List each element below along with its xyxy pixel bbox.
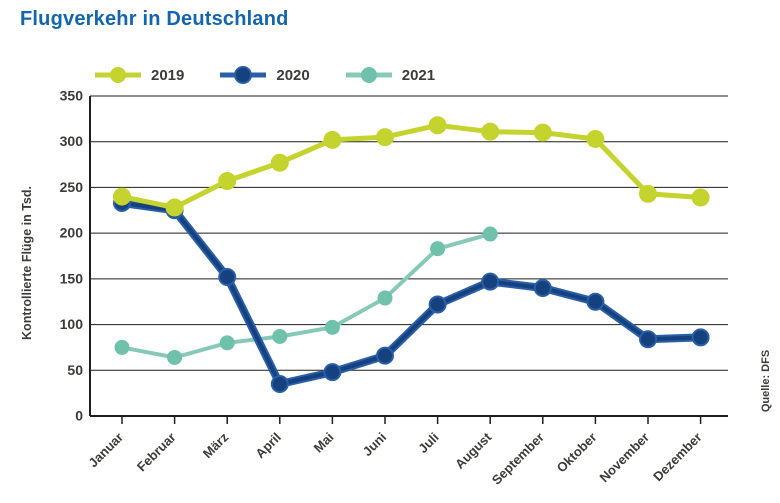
series-line-2019 — [119, 122, 704, 210]
y-tick-label: 300 — [60, 133, 84, 149]
x-tick-label: September — [489, 430, 547, 488]
data-point-2019-Februar — [165, 198, 184, 217]
x-tick-label: Januar — [85, 430, 126, 471]
data-point-2021-Mai — [324, 319, 340, 335]
legend-item-2019: 2019 — [95, 65, 184, 85]
data-point-2021-März — [219, 335, 235, 351]
data-point-2020-November — [639, 330, 657, 349]
chart-legend: 2019 2020 2021 — [95, 62, 435, 88]
data-point-2020-Dezember — [691, 328, 710, 347]
x-tick-label: Oktober — [554, 430, 600, 476]
data-point-2019-Mai — [323, 130, 342, 149]
data-point-2021-Juli — [430, 241, 446, 257]
y-tick-label: 250 — [60, 179, 84, 195]
data-point-2019-Januar — [113, 187, 131, 206]
source-note: Quelle: DFS — [760, 349, 772, 413]
data-point-2020-März — [218, 268, 237, 287]
x-tick-label: Februar — [134, 430, 179, 475]
data-point-2019-Juli — [428, 116, 447, 135]
legend-label-2019: 2019 — [151, 66, 185, 84]
x-tick-label: Juni — [360, 430, 390, 460]
data-point-2019-Juni — [376, 128, 394, 147]
y-tick-label: 50 — [67, 362, 83, 378]
legend-item-2020: 2020 — [220, 65, 310, 85]
x-tick-label: April — [252, 430, 284, 462]
legend-label-2020: 2020 — [276, 66, 310, 84]
legend-marker-2020 — [220, 66, 267, 84]
data-point-2019-Oktober — [586, 129, 605, 148]
legend-label-2021: 2021 — [401, 66, 436, 84]
data-point-2020-Juni — [376, 346, 394, 365]
y-tick-label: 200 — [60, 225, 84, 241]
data-point-2019-August — [481, 122, 500, 141]
data-point-2019-April — [270, 153, 289, 172]
series-line-core-2020 — [120, 201, 703, 386]
legend-marker-2019 — [95, 67, 141, 83]
data-point-2020-April — [270, 375, 289, 393]
data-point-2020-Mai — [323, 363, 342, 382]
data-point-2021-Februar — [167, 349, 183, 365]
y-tick-label: 0 — [75, 408, 83, 424]
series-line-2020 — [118, 199, 705, 388]
data-point-2021-Januar — [114, 339, 130, 355]
x-tick-label: Juli — [415, 430, 441, 456]
y-tick-label: 100 — [60, 316, 84, 332]
legend-item-2021: 2021 — [345, 65, 436, 85]
x-tick-label: März — [200, 429, 232, 461]
chart-title: Flugverkehr in Deutschland — [20, 8, 289, 30]
data-point-2021-Juni — [377, 290, 393, 306]
legend-marker-2021 — [345, 67, 392, 83]
data-point-2020-Oktober — [586, 292, 605, 311]
data-point-2020-Juli — [428, 295, 447, 314]
data-point-2020-August — [481, 272, 500, 291]
series-line-2021 — [120, 232, 493, 360]
y-tick-label: 350 — [60, 88, 84, 104]
data-point-2019-November — [639, 184, 657, 203]
data-point-2021-April — [272, 328, 288, 344]
data-point-2020-September — [533, 279, 552, 297]
x-tick-label: Mai — [311, 430, 337, 456]
data-point-2021-August — [482, 226, 498, 242]
data-point-2019-September — [533, 123, 552, 142]
x-tick-label: August — [452, 429, 495, 472]
x-tick-label: November — [597, 430, 653, 486]
data-point-2019-März — [218, 172, 237, 191]
x-tick-label: Dezember — [650, 430, 705, 485]
y-tick-label: 150 — [60, 270, 84, 286]
data-point-2019-Dezember — [691, 188, 710, 207]
